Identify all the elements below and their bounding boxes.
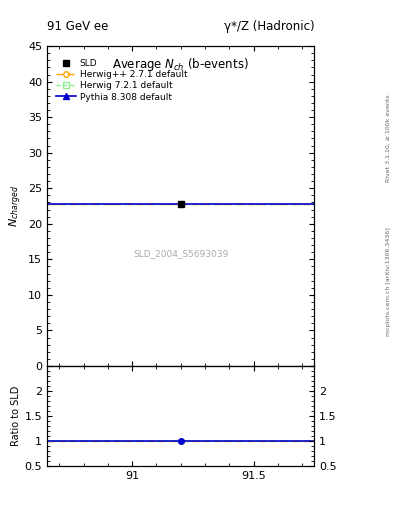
Y-axis label: $N_{charged}$: $N_{charged}$ (7, 185, 24, 227)
Y-axis label: Ratio to SLD: Ratio to SLD (11, 386, 20, 446)
Text: 91 GeV ee: 91 GeV ee (47, 20, 108, 33)
Text: mcplots.cern.ch [arXiv:1306.3436]: mcplots.cern.ch [arXiv:1306.3436] (386, 227, 391, 336)
Legend: SLD, Herwig++ 2.7.1 default, Herwig 7.2.1 default, Pythia 8.308 default: SLD, Herwig++ 2.7.1 default, Herwig 7.2.… (54, 57, 189, 103)
Text: SLD_2004_S5693039: SLD_2004_S5693039 (133, 249, 228, 259)
Text: γ*/Z (Hadronic): γ*/Z (Hadronic) (224, 20, 314, 33)
Text: Rivet 3.1.10, ≥ 100k events: Rivet 3.1.10, ≥ 100k events (386, 94, 391, 182)
Text: Average $N_{ch}$ (b-events): Average $N_{ch}$ (b-events) (112, 56, 249, 73)
